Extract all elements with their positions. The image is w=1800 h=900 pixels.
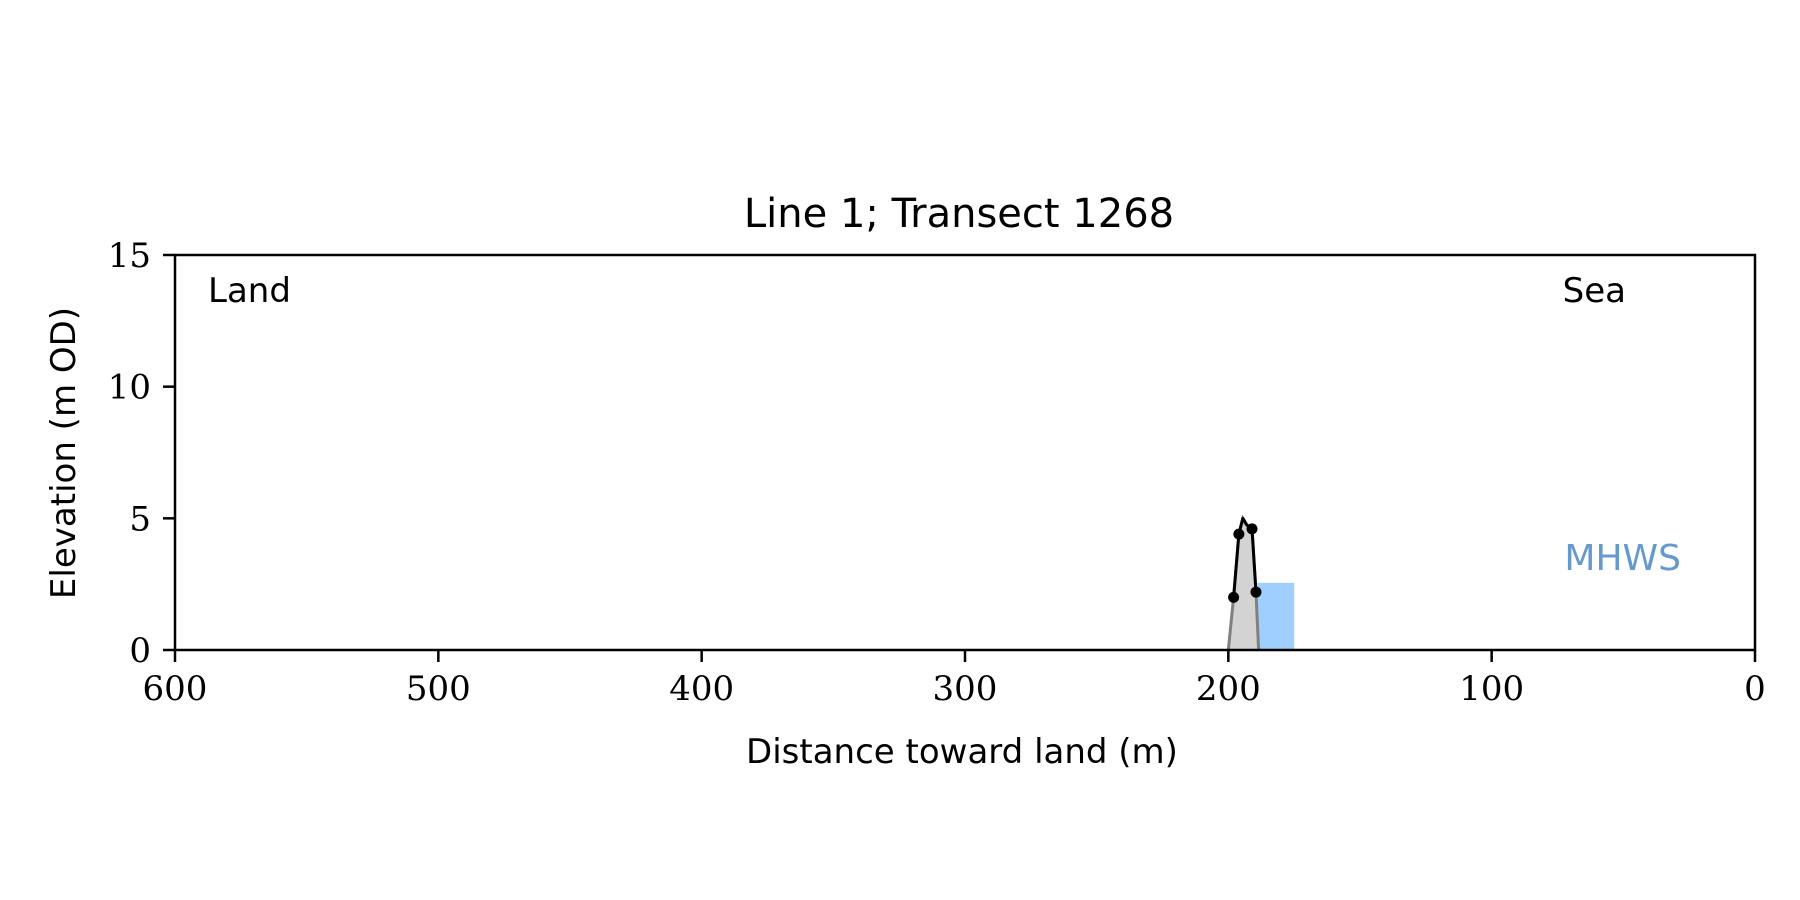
y-axis-label: Elevation (m OD) — [44, 307, 84, 599]
mhws-band — [1257, 582, 1295, 650]
x-axis-label: Distance toward land (m) — [746, 732, 1178, 772]
survey-point — [1233, 528, 1245, 540]
mhws-label: MHWS — [1564, 538, 1681, 579]
x-tick-label: 400 — [669, 669, 734, 709]
x-tick-label: 500 — [406, 669, 471, 709]
sea-label: Sea — [1563, 271, 1626, 311]
crest-line — [1232, 516, 1258, 598]
y-tick-label: 5 — [129, 499, 151, 539]
land-label: Land — [208, 271, 291, 311]
y-axis: 0 5 10 15 — [108, 236, 175, 671]
x-tick-label: 0 — [1744, 669, 1766, 709]
plot-area — [1226, 514, 1295, 651]
survey-point — [1250, 586, 1262, 598]
chart-title: Line 1; Transect 1268 — [744, 191, 1174, 237]
x-tick-label: 600 — [143, 669, 208, 709]
y-tick-label: 0 — [129, 631, 151, 671]
profile-area — [1228, 518, 1259, 650]
x-tick-label: 300 — [933, 669, 998, 709]
axes-frame — [173, 253, 1757, 652]
x-tick-label: 100 — [1459, 669, 1524, 709]
y-tick-label: 15 — [108, 236, 151, 276]
survey-point — [1246, 523, 1258, 535]
y-tick-label: 10 — [108, 368, 151, 408]
x-axis: 600 500 400 300 200 100 0 — [143, 650, 1766, 709]
x-tick-label: 200 — [1196, 669, 1261, 709]
survey-point — [1228, 591, 1240, 603]
